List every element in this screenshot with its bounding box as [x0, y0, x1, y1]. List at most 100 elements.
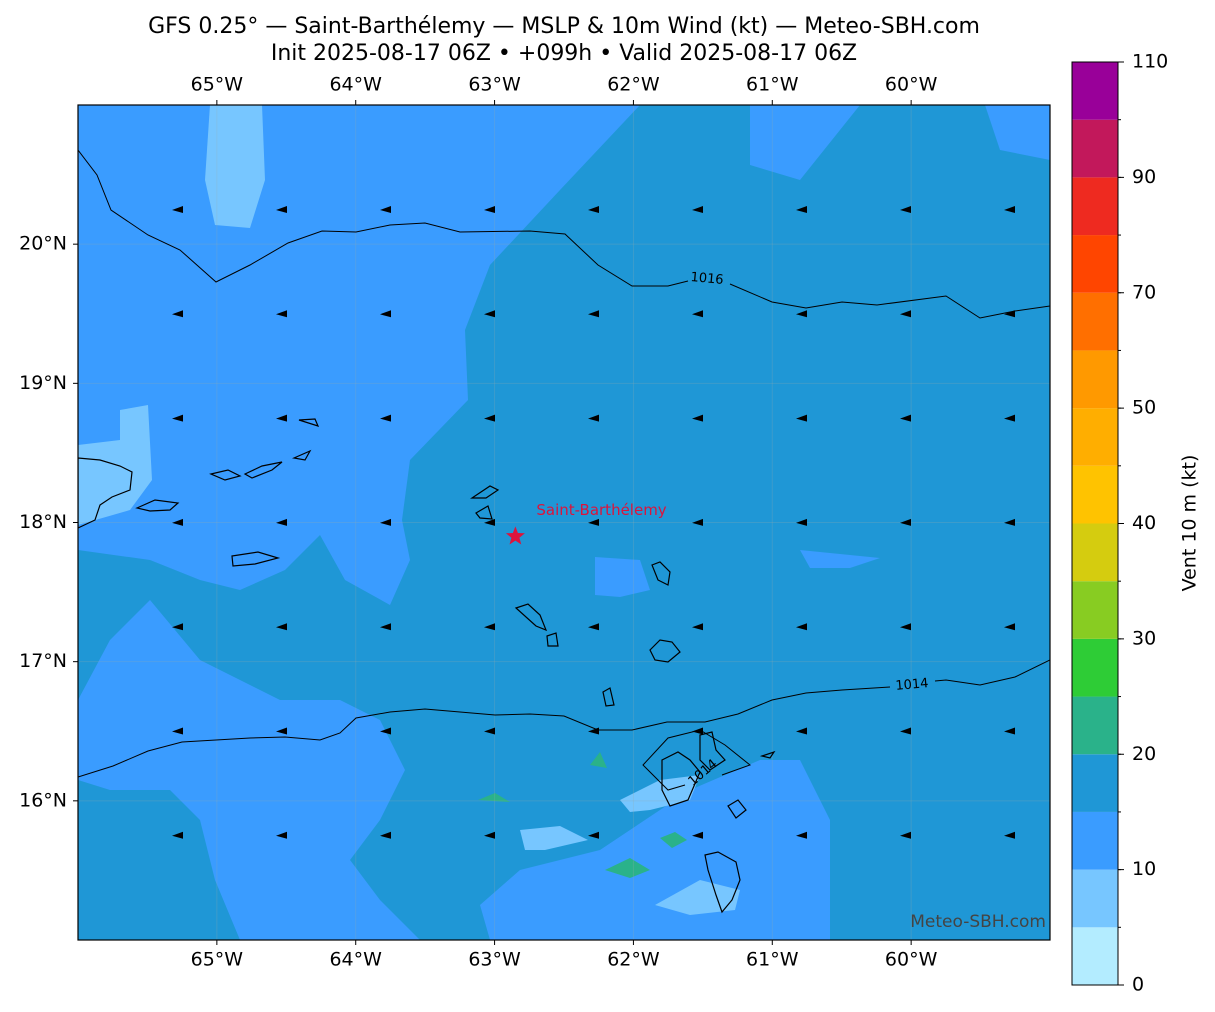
- wind-arrow: [900, 310, 911, 318]
- colorbar-segment: [1072, 235, 1118, 293]
- wind-arrow: [1004, 310, 1015, 318]
- x-tick-label: 62°W: [607, 949, 660, 971]
- wind-arrow: [692, 727, 703, 735]
- location-marker: [505, 526, 525, 545]
- wind-arrow: [588, 623, 599, 631]
- isobar: [729, 283, 1050, 319]
- wind-arrow: [900, 414, 911, 422]
- island: [514, 603, 548, 632]
- wind-arrow: [900, 727, 911, 735]
- island: [651, 561, 671, 586]
- island: [704, 851, 741, 914]
- x-tick-label: 61°W: [746, 74, 799, 96]
- island: [231, 551, 281, 567]
- y-tick-label: 20°N: [19, 233, 67, 255]
- wind-arrow: [276, 206, 287, 213]
- colorbar-segment: [1072, 62, 1118, 120]
- wind-arrow: [692, 518, 703, 526]
- wind-arrow: [380, 831, 391, 839]
- wind-arrow: [796, 206, 807, 213]
- colorbar-tick-label: 20: [1132, 743, 1156, 765]
- wind-arrow: [172, 206, 183, 213]
- wind-arrow: [380, 623, 391, 631]
- island: [135, 499, 180, 512]
- wind-arrow: [588, 727, 599, 735]
- wind-arrow: [484, 206, 495, 213]
- coastlines: [78, 418, 776, 914]
- x-tick-label: 62°W: [607, 74, 660, 96]
- wind-fill-20-25: [478, 752, 687, 878]
- colorbar-segment: [1072, 350, 1118, 409]
- colorbar-tick-label: 50: [1132, 397, 1156, 419]
- x-tick-label: 65°W: [191, 74, 244, 96]
- wind-arrow: [380, 727, 391, 735]
- island: [546, 632, 559, 647]
- island: [475, 505, 493, 520]
- wind-arrow: [796, 727, 807, 735]
- isobar-label: 1016: [690, 270, 724, 288]
- wind-arrow: [380, 310, 391, 318]
- colorbar-segment: [1072, 927, 1118, 985]
- colorbar-tick-label: 0: [1132, 974, 1144, 996]
- colorbar-tick-label: 10: [1132, 858, 1156, 880]
- wind-arrow: [276, 727, 287, 735]
- subtitle: Init 2025-08-17 06Z • +099h • Valid 2025…: [271, 41, 857, 66]
- colorbar-segment: [1072, 638, 1118, 697]
- wind-arrow: [380, 414, 391, 422]
- wind-arrow: [276, 831, 287, 839]
- wind-arrow: [484, 727, 495, 735]
- wind-arrow: [692, 831, 703, 839]
- island: [209, 469, 242, 481]
- colorbar-tick-label: 40: [1132, 512, 1156, 534]
- y-tick-label: 16°N: [19, 789, 67, 811]
- wind-arrow: [380, 518, 391, 526]
- wind-arrow: [172, 414, 183, 422]
- colorbar-segment: [1072, 119, 1118, 178]
- island: [298, 418, 320, 427]
- colorbar-segment: [1072, 581, 1118, 639]
- wind-arrow: [1004, 727, 1015, 735]
- x-tick-label: 60°W: [885, 74, 938, 96]
- colorbar-label: Vent 10 m (kt): [1179, 455, 1201, 592]
- watermark: Meteo-SBH.com: [910, 912, 1046, 932]
- isobar-label: 1014: [895, 676, 929, 694]
- wind-arrow: [1004, 414, 1015, 422]
- wind-arrow: [484, 414, 495, 422]
- wind-arrow: [172, 518, 183, 526]
- wind-arrow: [692, 310, 703, 318]
- y-tick-label: 17°N: [19, 650, 67, 672]
- wind-arrow: [692, 414, 703, 422]
- wind-arrow: [1004, 831, 1015, 839]
- map-area: 1016 1014 1014 Meteo-SBH.com: [78, 105, 1050, 940]
- x-tick-label: 63°W: [468, 74, 521, 96]
- wind-arrow: [900, 518, 911, 526]
- wind-arrow: [380, 206, 391, 213]
- isobar: [78, 686, 891, 778]
- wind-arrow: [172, 623, 183, 631]
- wind-arrow: [900, 623, 911, 631]
- wind-arrow: [1004, 206, 1015, 213]
- colorbar-segment: [1072, 465, 1118, 524]
- wind-arrow: [276, 414, 287, 422]
- wind-arrow: [276, 310, 287, 318]
- wind-arrow: [484, 623, 495, 631]
- colorbar-tick-label: 70: [1132, 281, 1156, 303]
- colorbar-segment: [1072, 177, 1118, 236]
- wind-arrow: [276, 518, 287, 526]
- wind-arrow: [796, 623, 807, 631]
- y-tick-label: 18°N: [19, 511, 67, 533]
- island: [661, 751, 701, 807]
- x-tick-label: 65°W: [191, 949, 244, 971]
- x-tick-label: 61°W: [746, 949, 799, 971]
- x-tick-label: 60°W: [885, 949, 938, 971]
- island: [759, 750, 776, 759]
- isobar: [642, 729, 752, 791]
- island: [649, 639, 681, 663]
- wind-arrow: [796, 310, 807, 318]
- wind-arrow: [588, 310, 599, 318]
- x-tick-label: 64°W: [329, 74, 382, 96]
- wind-arrow: [692, 623, 703, 631]
- y-tick-label: 19°N: [19, 372, 67, 394]
